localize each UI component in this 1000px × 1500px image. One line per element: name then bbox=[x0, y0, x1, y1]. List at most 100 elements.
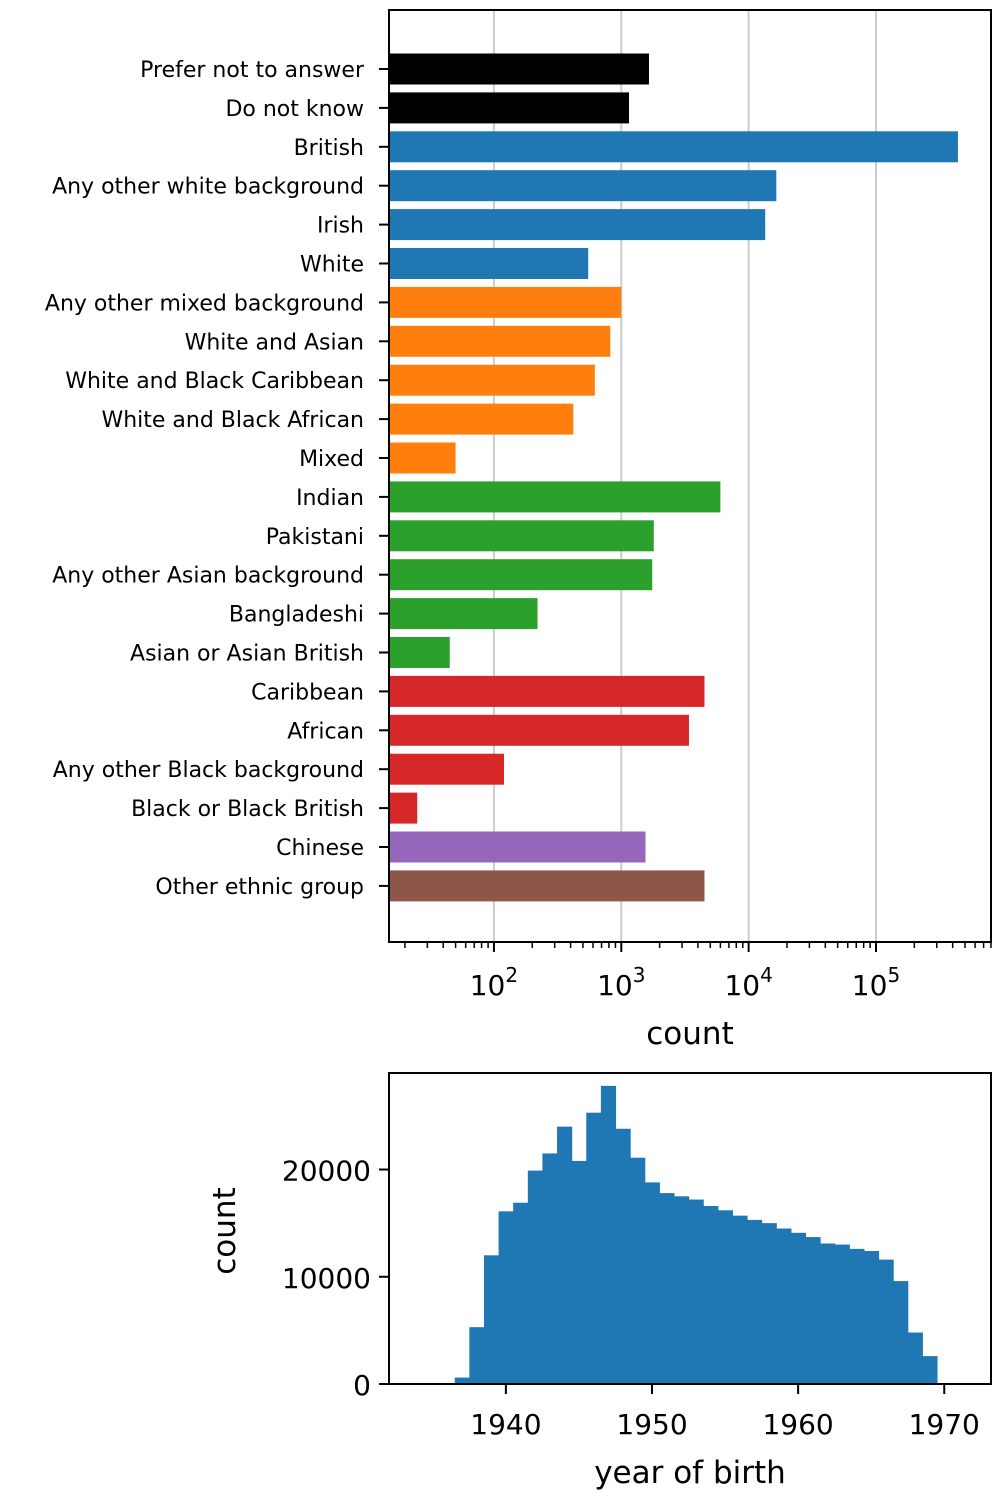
y-tick-label: 0 bbox=[353, 1369, 371, 1402]
histogram-bar bbox=[659, 1193, 675, 1384]
bar bbox=[389, 675, 705, 707]
bars bbox=[389, 53, 958, 902]
category-label: Any other white background bbox=[52, 175, 364, 200]
bar bbox=[389, 209, 766, 241]
x-tick-label: 103 bbox=[597, 963, 645, 1002]
histogram-bar bbox=[717, 1210, 733, 1384]
x-tick-label: 1940 bbox=[470, 1408, 541, 1441]
bar bbox=[389, 364, 595, 396]
x-axis-title: year of birth bbox=[594, 1455, 786, 1491]
histogram-bar bbox=[761, 1223, 777, 1384]
histogram-bar bbox=[483, 1255, 500, 1384]
bar bbox=[389, 831, 646, 863]
bar bbox=[389, 53, 649, 85]
x-axis-title: count bbox=[646, 1016, 733, 1052]
category-label: Mixed bbox=[299, 447, 364, 472]
histogram-bar bbox=[790, 1232, 807, 1384]
category-label: White and Asian bbox=[185, 330, 364, 355]
category-label: Black or Black British bbox=[131, 797, 364, 822]
histogram-bar bbox=[498, 1211, 514, 1384]
ethnicity-bar-chart: Prefer not to answer Do not know British An… bbox=[45, 9, 992, 1052]
x-ticks: 102 103 104 105 bbox=[404, 942, 992, 1002]
bar bbox=[389, 325, 611, 357]
bar bbox=[389, 403, 574, 435]
histogram-bar bbox=[469, 1327, 485, 1384]
category-label: British bbox=[294, 136, 364, 161]
category-label: White and Black Caribbean bbox=[65, 369, 364, 394]
category-label: Do not know bbox=[225, 97, 364, 122]
histogram-bar bbox=[849, 1248, 865, 1384]
x-tick-label: 102 bbox=[470, 963, 518, 1002]
bar bbox=[389, 286, 622, 318]
category-labels: Prefer not to answer Do not know British An… bbox=[45, 58, 389, 900]
x-tick-label: 1950 bbox=[616, 1408, 687, 1441]
y-axis-title: count bbox=[207, 1187, 243, 1274]
histogram-bar bbox=[615, 1128, 631, 1384]
histogram-bar bbox=[893, 1281, 909, 1384]
histogram-bar bbox=[542, 1153, 558, 1384]
histogram-bar bbox=[571, 1160, 587, 1384]
histogram-bar bbox=[688, 1199, 704, 1384]
bar bbox=[389, 92, 630, 124]
category-label: Any other mixed background bbox=[45, 291, 364, 316]
birth-year-histogram: 1940 1950 1960 1970 0 10000 20000 year of bir… bbox=[207, 1072, 992, 1491]
bar bbox=[389, 170, 777, 202]
category-label: Prefer not to answer bbox=[140, 58, 365, 83]
x-tick-label: 1960 bbox=[762, 1408, 833, 1441]
x-ticks: 1940 1950 1960 1970 bbox=[470, 1384, 980, 1441]
x-gridlines bbox=[492, 10, 877, 942]
histogram-bar bbox=[863, 1251, 880, 1384]
category-label: Any other Asian background bbox=[52, 564, 364, 589]
category-label: Any other Black background bbox=[53, 758, 364, 783]
category-label: Chinese bbox=[276, 836, 364, 861]
histogram-bar bbox=[527, 1170, 544, 1384]
category-label: Asian or Asian British bbox=[130, 642, 364, 667]
bar bbox=[389, 131, 958, 163]
plot-frame bbox=[388, 9, 992, 943]
histogram-bars bbox=[454, 1085, 938, 1384]
category-label: Irish bbox=[317, 214, 364, 239]
bar bbox=[389, 248, 589, 279]
histogram-bar bbox=[673, 1196, 690, 1384]
bar bbox=[389, 870, 705, 902]
histogram-bar bbox=[703, 1205, 719, 1384]
category-label: Bangladeshi bbox=[229, 603, 364, 628]
x-tick-label: 105 bbox=[852, 963, 900, 1002]
histogram-bar bbox=[630, 1157, 646, 1384]
bar bbox=[389, 559, 653, 591]
y-tick-label: 20000 bbox=[282, 1155, 371, 1188]
histogram-bar bbox=[732, 1215, 748, 1384]
y-tick-label: 10000 bbox=[282, 1262, 371, 1295]
bar bbox=[389, 753, 505, 785]
histogram-bar bbox=[746, 1219, 763, 1384]
bar bbox=[389, 598, 538, 630]
histogram-bar bbox=[834, 1244, 850, 1384]
histogram-bar bbox=[600, 1085, 617, 1384]
histogram-bar bbox=[820, 1243, 836, 1384]
bar bbox=[389, 637, 450, 668]
bar bbox=[389, 520, 654, 552]
histogram-bar bbox=[513, 1202, 529, 1384]
histogram-bar bbox=[586, 1112, 602, 1384]
bar bbox=[389, 481, 721, 513]
bar bbox=[389, 792, 418, 824]
bar bbox=[389, 442, 456, 474]
histogram-bar bbox=[776, 1228, 792, 1384]
x-tick-label: 1970 bbox=[909, 1408, 980, 1441]
category-label: White and Black African bbox=[101, 408, 364, 433]
category-label: African bbox=[287, 719, 364, 744]
y-ticks: 0 10000 20000 bbox=[282, 1155, 389, 1402]
histogram-bar bbox=[454, 1377, 470, 1384]
bar bbox=[389, 714, 689, 746]
category-label: White bbox=[300, 253, 364, 278]
category-label: Indian bbox=[296, 486, 364, 511]
histogram-bar bbox=[644, 1182, 660, 1384]
category-label: Other ethnic group bbox=[155, 875, 364, 900]
histogram-bar bbox=[557, 1126, 573, 1384]
histogram-bar bbox=[907, 1332, 923, 1384]
x-tick-label: 104 bbox=[724, 963, 772, 1002]
plot-frame bbox=[388, 1072, 992, 1385]
category-label: Pakistani bbox=[266, 525, 364, 550]
histogram-bar bbox=[805, 1237, 821, 1384]
